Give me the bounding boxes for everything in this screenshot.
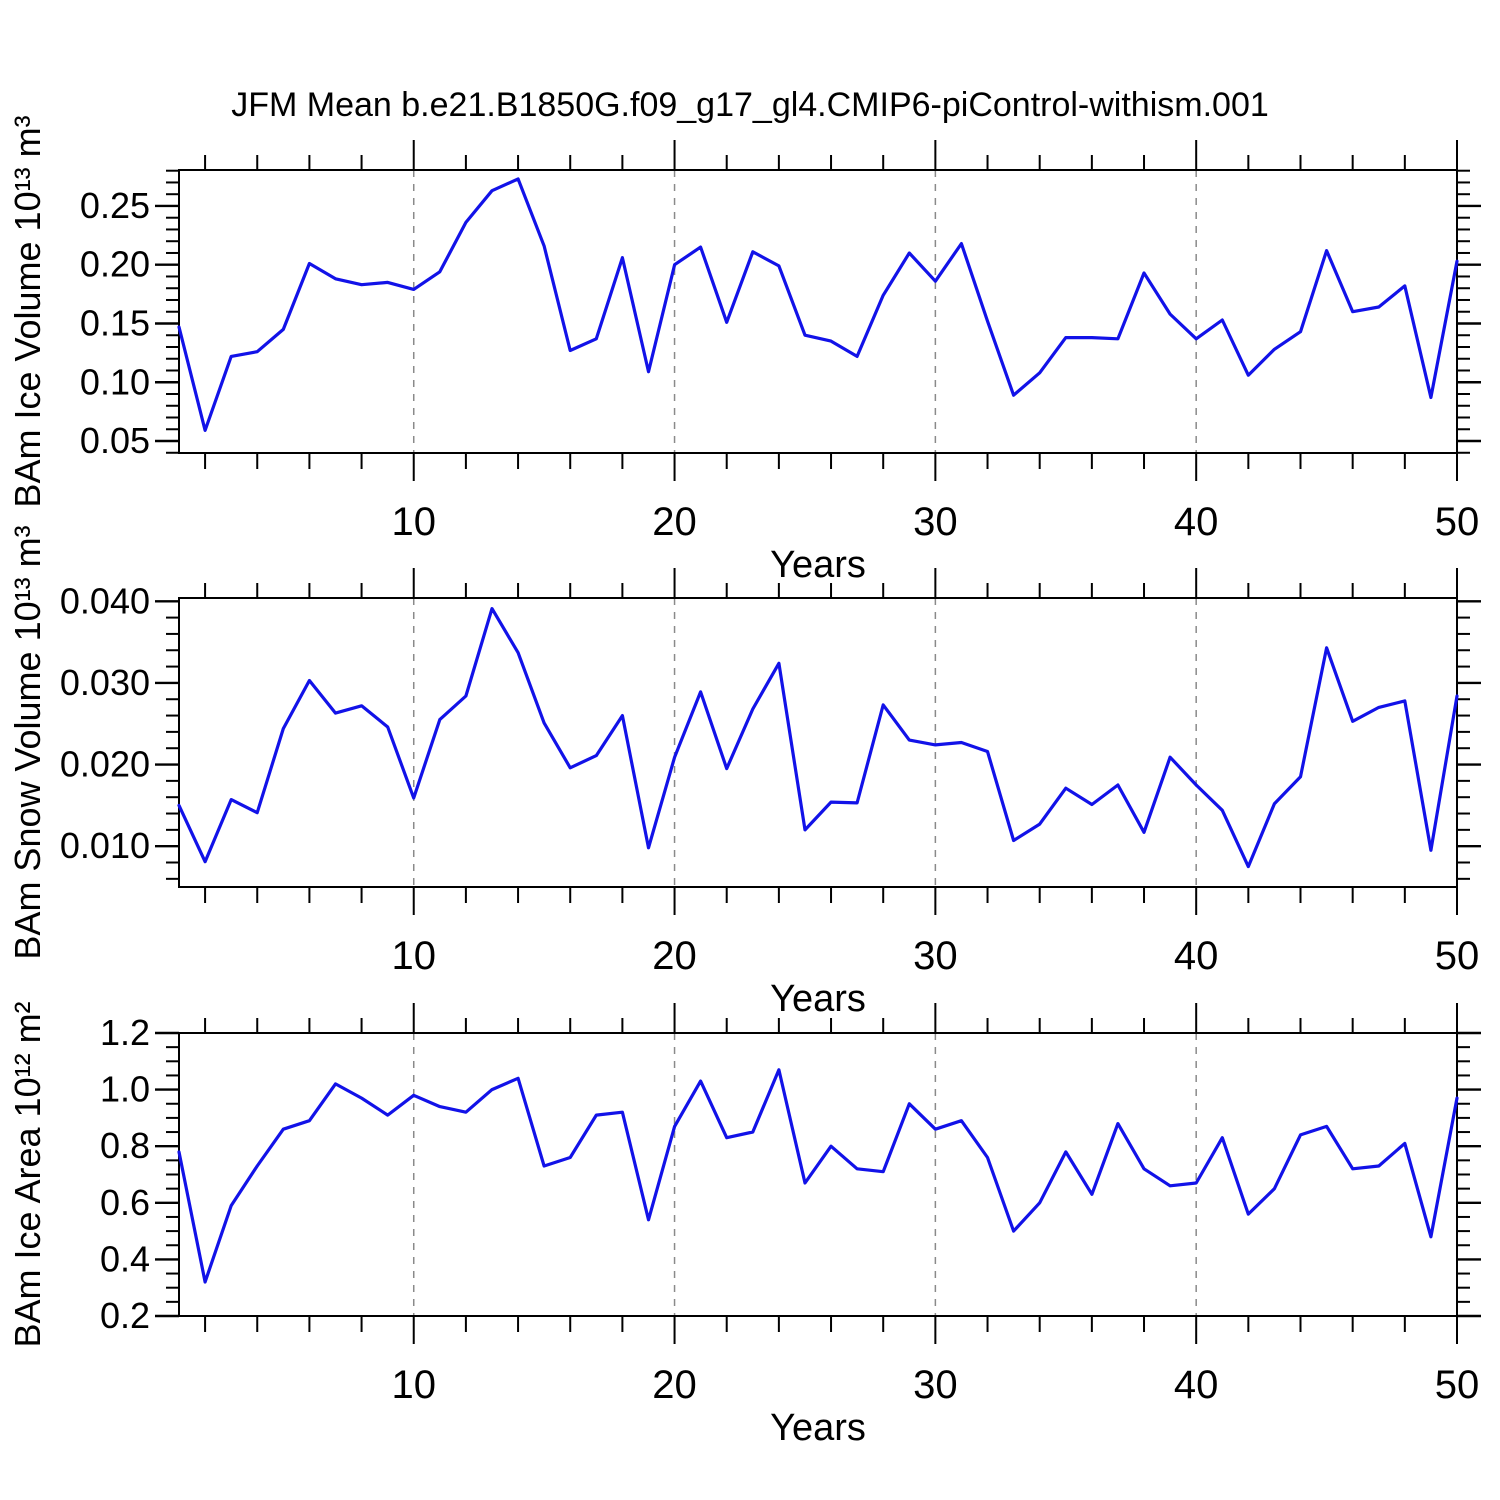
axis-label: 0.8 [100, 1125, 150, 1166]
axis-label: 0.040 [60, 580, 150, 621]
axis-label: BAm Snow Volume 10¹³ m³ [7, 525, 48, 959]
axis-label: 50 [1435, 1363, 1480, 1407]
axis-label: 0.4 [100, 1238, 150, 1279]
axis-label: 0.05 [80, 420, 150, 461]
plot-box [178, 1032, 1458, 1317]
axis-label: 0.020 [60, 744, 150, 785]
data-series-line [177, 606, 1459, 869]
axis-label: 40 [1174, 500, 1219, 544]
axis-label: 0.15 [80, 302, 150, 343]
axis-label: 30 [913, 1363, 958, 1407]
axis-label: Years [770, 978, 866, 1020]
axis-label: 1.0 [100, 1069, 150, 1110]
axis-label: 40 [1174, 934, 1219, 978]
axis-label: 0.10 [80, 361, 150, 402]
axis-label: 0.2 [100, 1295, 150, 1336]
axis-label: 20 [652, 1363, 697, 1407]
axis-label: BAm Ice Volume 10¹³ m³ [7, 115, 48, 507]
axis-label: 50 [1435, 934, 1480, 978]
axis-label: 20 [652, 934, 697, 978]
axis-label: Years [770, 544, 866, 586]
axis-label: 0.20 [80, 244, 150, 285]
axis-label: Years [770, 1407, 866, 1449]
axis-label: 10 [391, 1363, 436, 1407]
plot-box [178, 597, 1458, 888]
axis-label: 1.2 [100, 1012, 150, 1053]
plot-box [178, 169, 1458, 454]
axis-label: 0.030 [60, 662, 150, 703]
axis-label: 0.010 [60, 825, 150, 866]
axis-label: 30 [913, 934, 958, 978]
axis-label: 0.6 [100, 1182, 150, 1223]
chart-title: JFM Mean b.e21.B1850G.f09_g17_gl4.CMIP6-… [231, 86, 1269, 124]
data-series-line [177, 177, 1459, 432]
axis-label: 50 [1435, 500, 1480, 544]
axis-label: 10 [391, 500, 436, 544]
axis-label: 20 [652, 500, 697, 544]
axis-label: 30 [913, 500, 958, 544]
axis-label: BAm Ice Area 10¹² m² [7, 1001, 48, 1347]
data-series-line [177, 1068, 1459, 1284]
axis-label: 0.25 [80, 185, 150, 226]
axis-label: 10 [391, 934, 436, 978]
axis-label: 40 [1174, 1363, 1219, 1407]
